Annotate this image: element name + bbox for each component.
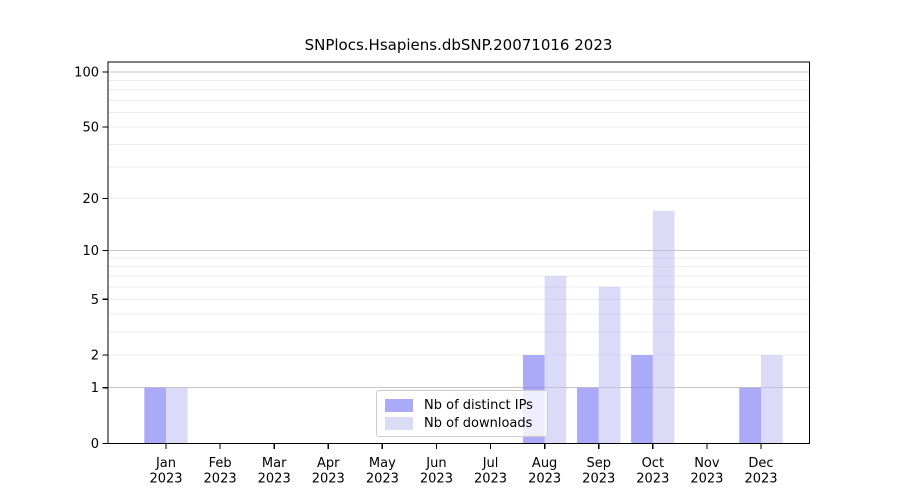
x-tick-label-jun: Jun 2023 — [420, 456, 453, 487]
bar-distinct-ips-oct-2023 — [631, 355, 653, 444]
chart-title: SNPlocs.Hsapiens.dbSNP.20071016 2023 — [304, 36, 613, 54]
y-tick-label-0: 0 — [91, 437, 99, 452]
legend-label-distinct-ips: Nb of distinct IPs — [424, 397, 533, 413]
y-tick-label-10: 10 — [82, 244, 99, 259]
x-tick-label-dec: Dec 2023 — [744, 456, 777, 487]
x-tick-label-jul: Jul 2023 — [474, 456, 507, 487]
x-tick-label-oct: Oct 2023 — [636, 456, 669, 487]
legend: Nb of distinct IPs Nb of downloads — [376, 390, 548, 437]
legend-label-downloads: Nb of downloads — [424, 415, 533, 431]
bar-downloads-sep-2023 — [598, 286, 621, 444]
x-tick-label-mar: Mar 2023 — [258, 456, 291, 487]
x-tick-label-sep: Sep 2023 — [582, 456, 615, 487]
axes-frame — [107, 61, 811, 445]
x-tick-label-apr: Apr 2023 — [312, 456, 345, 487]
bar-downloads-dec-2023 — [760, 355, 783, 444]
y-tick-label-20: 20 — [82, 192, 99, 207]
y-tick-label-1: 1 — [91, 381, 99, 396]
x-tick-label-jan: Jan 2023 — [149, 456, 182, 487]
y-tick-label-50: 50 — [82, 120, 99, 135]
legend-swatch-downloads — [385, 416, 413, 430]
y-tick-label-2: 2 — [91, 349, 99, 364]
y-tick-label-100: 100 — [74, 65, 99, 80]
bar-distinct-ips-dec-2023 — [739, 387, 761, 444]
x-tick-label-nov: Nov 2023 — [690, 456, 723, 487]
x-tick-label-feb: Feb 2023 — [204, 456, 237, 487]
x-tick-label-may: May 2023 — [366, 456, 399, 487]
bar-downloads-oct-2023 — [652, 210, 675, 444]
bar-downloads-aug-2023 — [544, 276, 567, 444]
legend-item-distinct-ips: Nb of distinct IPs — [385, 396, 539, 414]
bar-distinct-ips-sep-2023 — [577, 387, 599, 444]
legend-swatch-distinct-ips — [385, 398, 413, 412]
x-tick-label-aug: Aug 2023 — [528, 456, 561, 487]
y-tick-label-5: 5 — [91, 293, 99, 308]
bar-distinct-ips-jan-2023 — [144, 387, 166, 444]
legend-item-downloads: Nb of downloads — [385, 414, 539, 432]
bar-downloads-jan-2023 — [166, 387, 188, 444]
